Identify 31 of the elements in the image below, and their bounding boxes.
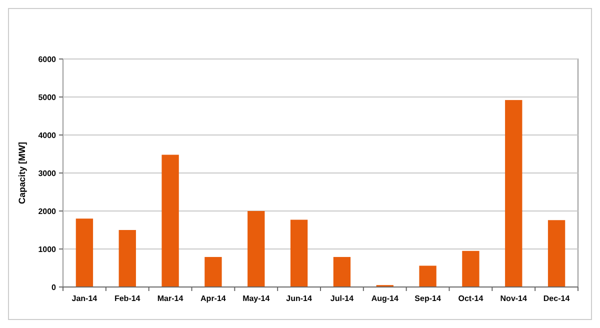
bar — [462, 250, 480, 287]
x-tick-label: Oct-14 — [458, 294, 484, 303]
x-tick-label: Apr-14 — [200, 294, 226, 303]
bar — [290, 220, 308, 287]
y-tick-label: 0 — [52, 282, 57, 292]
y-tick-label: 1000 — [38, 244, 57, 254]
y-tick-label: 6000 — [38, 54, 57, 64]
y-tick-label: 2000 — [38, 206, 57, 216]
bar — [76, 218, 94, 287]
bar — [548, 220, 566, 287]
x-tick-label: Jun-14 — [286, 294, 312, 303]
x-tick-label: Feb-14 — [114, 294, 141, 303]
bar — [419, 266, 436, 287]
bar — [333, 256, 351, 287]
y-tick-label: 5000 — [38, 92, 57, 102]
x-tick-label: Aug-14 — [371, 294, 399, 303]
y-axis-title: Capacity [MW] — [17, 142, 27, 204]
bar — [204, 256, 222, 287]
y-tick-label: 4000 — [38, 130, 57, 140]
y-tick-label: 3000 — [38, 168, 57, 178]
bar — [162, 154, 179, 287]
bar — [505, 100, 522, 287]
x-tick-label: Jan-14 — [72, 294, 98, 303]
x-tick-label: Jul-14 — [330, 294, 354, 303]
x-tick-label: Mar-14 — [157, 294, 184, 303]
bar — [118, 230, 136, 287]
x-tick-label: Dec-14 — [543, 294, 570, 303]
bar — [248, 211, 265, 287]
x-tick-label: Sep-14 — [414, 294, 442, 303]
x-tick-label: Nov-14 — [500, 294, 528, 303]
x-tick-label: May-14 — [242, 294, 270, 303]
